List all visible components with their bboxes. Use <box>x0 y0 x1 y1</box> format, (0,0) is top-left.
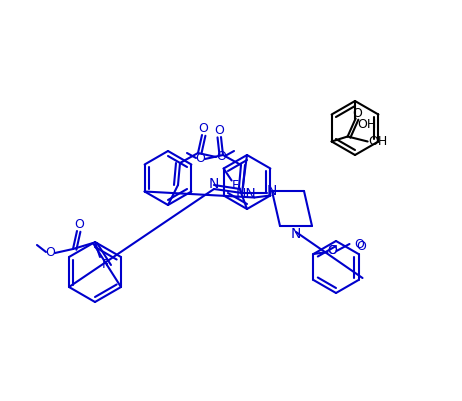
Text: O: O <box>214 124 224 138</box>
Text: N: N <box>291 227 301 241</box>
Text: HN: HN <box>236 188 257 201</box>
Text: O: O <box>74 219 84 231</box>
Text: F: F <box>102 257 109 271</box>
Text: O: O <box>198 122 208 136</box>
Text: O: O <box>45 245 55 259</box>
Text: OH: OH <box>368 135 387 148</box>
Text: O: O <box>195 152 205 164</box>
Text: OH: OH <box>358 119 377 132</box>
Text: O: O <box>216 150 226 162</box>
Text: F: F <box>232 179 239 192</box>
Text: O: O <box>353 107 363 120</box>
Text: O: O <box>328 245 337 257</box>
Text: N: N <box>267 184 277 198</box>
Text: N: N <box>209 177 219 191</box>
Text: O: O <box>357 239 366 253</box>
Text: O: O <box>328 245 337 257</box>
Text: O: O <box>354 237 365 251</box>
